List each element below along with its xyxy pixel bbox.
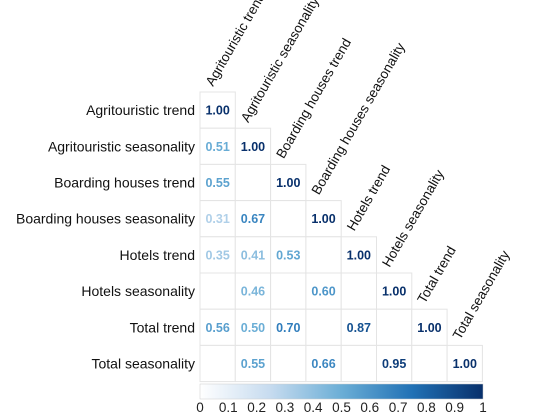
heatmap-cell <box>199 344 236 383</box>
cell-value-label: 0.41 <box>241 248 265 262</box>
heatmap-cell <box>411 344 448 383</box>
row-label-agritouristic-trend: Agritouristic trend <box>86 102 195 118</box>
heatmap-cell <box>305 308 342 346</box>
cell-value-label: 0.55 <box>241 357 265 371</box>
colorbar-tick-label: 0.2 <box>247 400 266 415</box>
cell-value-label: 0.35 <box>205 248 229 262</box>
cell-value-label: 0.66 <box>311 357 335 371</box>
heatmap-cell <box>446 344 483 383</box>
cell-value-label: 1.00 <box>453 357 477 371</box>
row-label-agritouristic-seasonality: Agritouristic seasonality <box>48 138 195 154</box>
heatmap-cell <box>305 200 342 238</box>
colorbar-tick-label: 0 <box>196 400 204 415</box>
heatmap-cell <box>411 308 448 346</box>
cell-value-label: 1.00 <box>347 248 371 262</box>
heatmap-cell <box>270 272 307 310</box>
column-label-boarding-houses-seasonality: Boarding houses seasonality <box>309 40 408 197</box>
row-label-total-seasonality: Total seasonality <box>91 356 195 372</box>
colorbar-tick-label: 0.1 <box>219 400 238 415</box>
cell-value-label: 0.87 <box>347 321 371 335</box>
column-label-total-seasonality: Total seasonality <box>450 248 513 342</box>
cell-value-label: 0.55 <box>205 176 229 190</box>
cell-value-label: 0.60 <box>311 285 335 299</box>
heatmap-cell <box>234 344 272 383</box>
column-label-agritouristic-trend: Agritouristic trend <box>203 0 269 89</box>
cell-value-label: 0.50 <box>241 321 265 335</box>
row-label-boarding-houses-trend: Boarding houses trend <box>54 175 195 191</box>
column-label-total-trend: Total trend <box>414 244 459 306</box>
colorbar-tick-label: 0.5 <box>332 400 351 415</box>
cell-value-label: 0.53 <box>276 248 300 262</box>
heatmap-cell <box>234 308 272 346</box>
heatmap-cell <box>376 308 413 346</box>
row-label-total-trend: Total trend <box>130 319 195 335</box>
heatmap-cell <box>234 163 272 202</box>
heatmap-cell <box>199 272 236 310</box>
cell-value-label: 0.46 <box>241 285 265 299</box>
colorbar-gradient <box>199 383 484 400</box>
cell-value-label: 0.70 <box>276 321 300 335</box>
heatmap-cell <box>234 127 272 165</box>
colorbar-tick-label: 0.4 <box>304 400 323 415</box>
column-label-hotels-trend: Hotels trend <box>344 163 393 234</box>
cell-value-label: 0.67 <box>241 212 265 226</box>
heatmap-cell <box>270 163 307 202</box>
heatmap-cell <box>270 200 307 238</box>
cell-value-label: 1.00 <box>276 176 300 190</box>
colorbar-tick-label: 1 <box>479 400 487 415</box>
colorbar-tick-label: 0.7 <box>389 400 408 415</box>
colorbar-tick-label: 0.8 <box>417 400 436 415</box>
heatmap-cell <box>270 344 307 383</box>
column-label-hotels-seasonality: Hotels seasonality <box>379 167 447 270</box>
heatmap-cell <box>270 236 307 274</box>
cell-value-label: 0.95 <box>382 357 406 371</box>
heatmap-cells: 1.00 0.51 1.00 0.55 1.00 0.31 0.67 1.00 0.35 0.41… <box>199 91 483 383</box>
colorbar: 0 0.1 0.2 0.3 0.4 0.5 0.6 0.7 0.8 0.9 1 <box>196 383 487 415</box>
heatmap-cell <box>340 272 378 310</box>
row-labels: Agritouristic trend Agritouristic seasona… <box>16 102 195 371</box>
cell-value-label: 1.00 <box>241 140 265 154</box>
cell-value-label: 1.00 <box>205 104 229 118</box>
heatmap-cell <box>234 236 272 274</box>
heatmap-cell <box>305 236 342 274</box>
row-label-hotels-trend: Hotels trend <box>120 247 195 263</box>
cell-value-label: 0.51 <box>205 140 229 154</box>
heatmap-cell <box>199 91 236 129</box>
cell-value-label: 1.00 <box>382 285 406 299</box>
row-label-boarding-houses-seasonality: Boarding houses seasonality <box>16 211 195 227</box>
cell-value-label: 1.00 <box>417 321 441 335</box>
cell-value-label: 0.31 <box>205 212 229 226</box>
cell-value-label: 0.56 <box>205 321 229 335</box>
colorbar-tick-label: 0.3 <box>276 400 295 415</box>
colorbar-tick-label: 0.9 <box>445 400 464 415</box>
row-label-hotels-seasonality: Hotels seasonality <box>81 283 195 299</box>
heatmap-cell <box>340 236 378 274</box>
colorbar-tick-label: 0.6 <box>360 400 379 415</box>
colorbar-ticks: 0 0.1 0.2 0.3 0.4 0.5 0.6 0.7 0.8 0.9 1 <box>196 400 487 415</box>
cell-value-label: 1.00 <box>311 212 335 226</box>
heatmap-cell <box>340 344 378 383</box>
heatmap-cell <box>376 272 413 310</box>
